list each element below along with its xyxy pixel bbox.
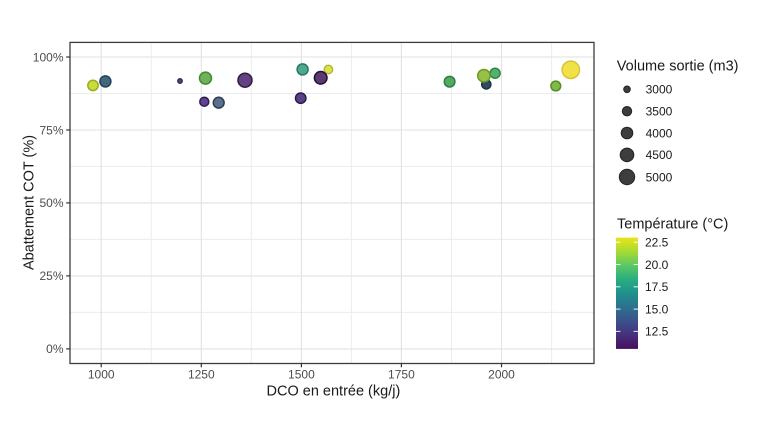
- svg-text:1250: 1250: [188, 368, 215, 382]
- svg-text:50%: 50%: [39, 196, 63, 210]
- svg-text:25%: 25%: [39, 269, 63, 283]
- svg-text:DCO en entrée (kg/j): DCO en entrée (kg/j): [267, 383, 401, 399]
- svg-text:5000: 5000: [646, 170, 673, 184]
- svg-text:4500: 4500: [646, 148, 673, 162]
- svg-text:Abattement COT (%): Abattement COT (%): [22, 135, 38, 270]
- svg-text:1750: 1750: [388, 368, 415, 382]
- svg-text:17.5: 17.5: [645, 280, 669, 294]
- svg-text:12.5: 12.5: [645, 325, 669, 339]
- svg-text:100%: 100%: [33, 50, 64, 64]
- svg-text:1000: 1000: [88, 368, 115, 382]
- svg-text:4000: 4000: [646, 126, 673, 140]
- svg-text:1500: 1500: [288, 368, 315, 382]
- svg-text:0%: 0%: [46, 342, 64, 356]
- svg-text:Température (°C): Température (°C): [617, 216, 728, 232]
- svg-text:22.5: 22.5: [645, 236, 669, 250]
- svg-text:Volume sortie (m3): Volume sortie (m3): [617, 58, 739, 74]
- svg-text:15.0: 15.0: [645, 302, 669, 316]
- svg-text:20.0: 20.0: [645, 258, 669, 272]
- svg-text:3000: 3000: [646, 83, 673, 97]
- svg-text:3500: 3500: [646, 105, 673, 119]
- svg-text:2000: 2000: [488, 368, 515, 382]
- svg-text:75%: 75%: [39, 123, 63, 137]
